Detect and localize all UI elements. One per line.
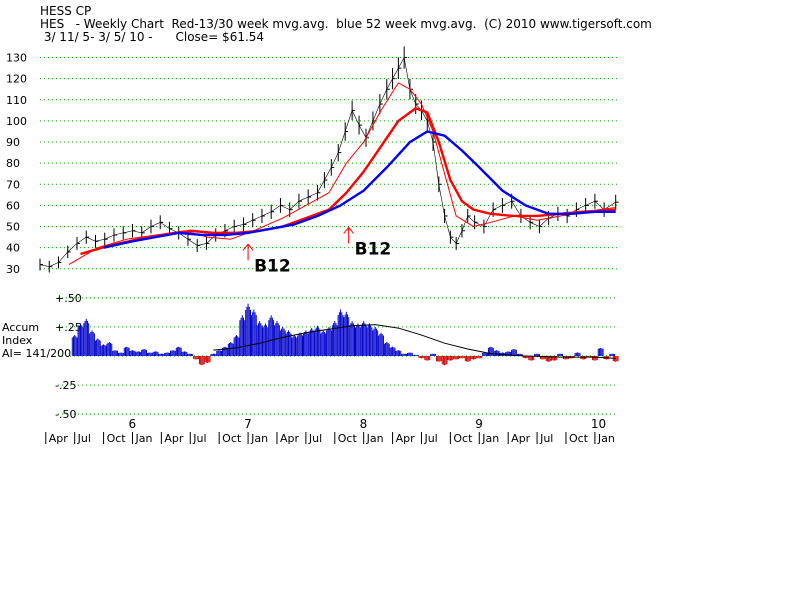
- year-tick-label: 8: [360, 417, 368, 431]
- ma-52-week-line: [103, 130, 616, 249]
- price-tick-label: 50: [6, 221, 20, 234]
- price-series: [39, 46, 619, 273]
- buy-signal-arrowhead: [242, 243, 254, 251]
- buy-signal-label: B12: [254, 256, 291, 276]
- date-range-close: 3/ 11/ 5- 3/ 5/ 10 - Close= $61.54: [40, 30, 265, 44]
- accum-label-line: AI= 141/200: [2, 347, 71, 360]
- month-tick-label: Oct: [107, 432, 127, 445]
- price-tick-label: 130: [6, 52, 27, 65]
- month-tick-label: Oct: [453, 432, 473, 445]
- ma-30-week-line: [80, 107, 616, 256]
- month-tick-label: Oct: [569, 432, 589, 445]
- month-tick-label: Jan: [366, 432, 384, 445]
- month-tick-label: Jan: [481, 432, 499, 445]
- accum-signal-line: [213, 324, 616, 359]
- month-tick-label: Apr: [511, 432, 531, 445]
- ma-13-week-line: [68, 82, 616, 265]
- accum-y-axis: +.50 +.25 -.25 -.50: [55, 292, 82, 421]
- year-tick-label: 9: [475, 417, 483, 431]
- chart-subtitle: HES - Weekly Chart Red-13/30 week mvg.av…: [40, 17, 652, 31]
- accum-tick-label: +.50: [55, 292, 82, 305]
- price-tick-label: 60: [6, 199, 20, 212]
- price-tick-label: 30: [6, 263, 20, 276]
- buy-signal-arrowhead: [343, 226, 355, 234]
- price-tick-label: 100: [6, 115, 27, 128]
- month-tick-label: Oct: [338, 432, 358, 445]
- time-x-axis: 6 7 8 9 10 Apr Jul Oct Jan Apr Jul Oct Jan Apr Jul Oct J…: [45, 417, 615, 445]
- price-close-line: [39, 56, 616, 267]
- year-tick-label: 6: [128, 417, 136, 431]
- accum-label-line: Index: [2, 334, 33, 347]
- price-grid: [40, 57, 618, 270]
- price-tick-label: 40: [6, 242, 20, 255]
- price-tick-label: 80: [6, 157, 20, 170]
- price-tick-label: 70: [6, 178, 20, 191]
- month-tick-label: Jan: [250, 432, 268, 445]
- buy-signal-annotations: B12 B12: [242, 226, 392, 276]
- month-tick-label: Jul: [77, 432, 91, 445]
- accum-label-line: Accum: [2, 321, 39, 334]
- month-tick-label: Jan: [597, 432, 615, 445]
- year-tick-label: 10: [591, 417, 606, 431]
- month-tick-label: Apr: [280, 432, 300, 445]
- month-tick-label: Jul: [192, 432, 206, 445]
- price-y-axis: 30 40 50 60 70 80 90 100 110 120 130: [6, 52, 27, 276]
- month-tick-label: Jul: [308, 432, 322, 445]
- buy-signal-label: B12: [355, 239, 392, 259]
- accum-signal-line-path: [213, 324, 616, 359]
- month-tick-label: Jul: [423, 432, 437, 445]
- month-tick-label: Apr: [49, 432, 69, 445]
- month-tick-label: Jul: [539, 432, 553, 445]
- price-tick-label: 110: [6, 94, 27, 107]
- month-tick-label: Oct: [222, 432, 242, 445]
- month-tick-label: Jan: [134, 432, 152, 445]
- accum-tick-label: +.25: [55, 321, 82, 334]
- moving-average-lines: [68, 82, 616, 265]
- price-tick-label: 120: [6, 73, 27, 86]
- price-tick-label: 90: [6, 136, 20, 149]
- month-tick-label: Apr: [164, 432, 184, 445]
- year-tick-label: 7: [244, 417, 252, 431]
- month-tick-label: Apr: [396, 432, 416, 445]
- accum-tick-label: -.25: [55, 379, 76, 392]
- chart-title: HESS CP: [40, 4, 92, 18]
- accum-tick-label: -.50: [55, 408, 76, 421]
- accum-bars: [71, 303, 619, 366]
